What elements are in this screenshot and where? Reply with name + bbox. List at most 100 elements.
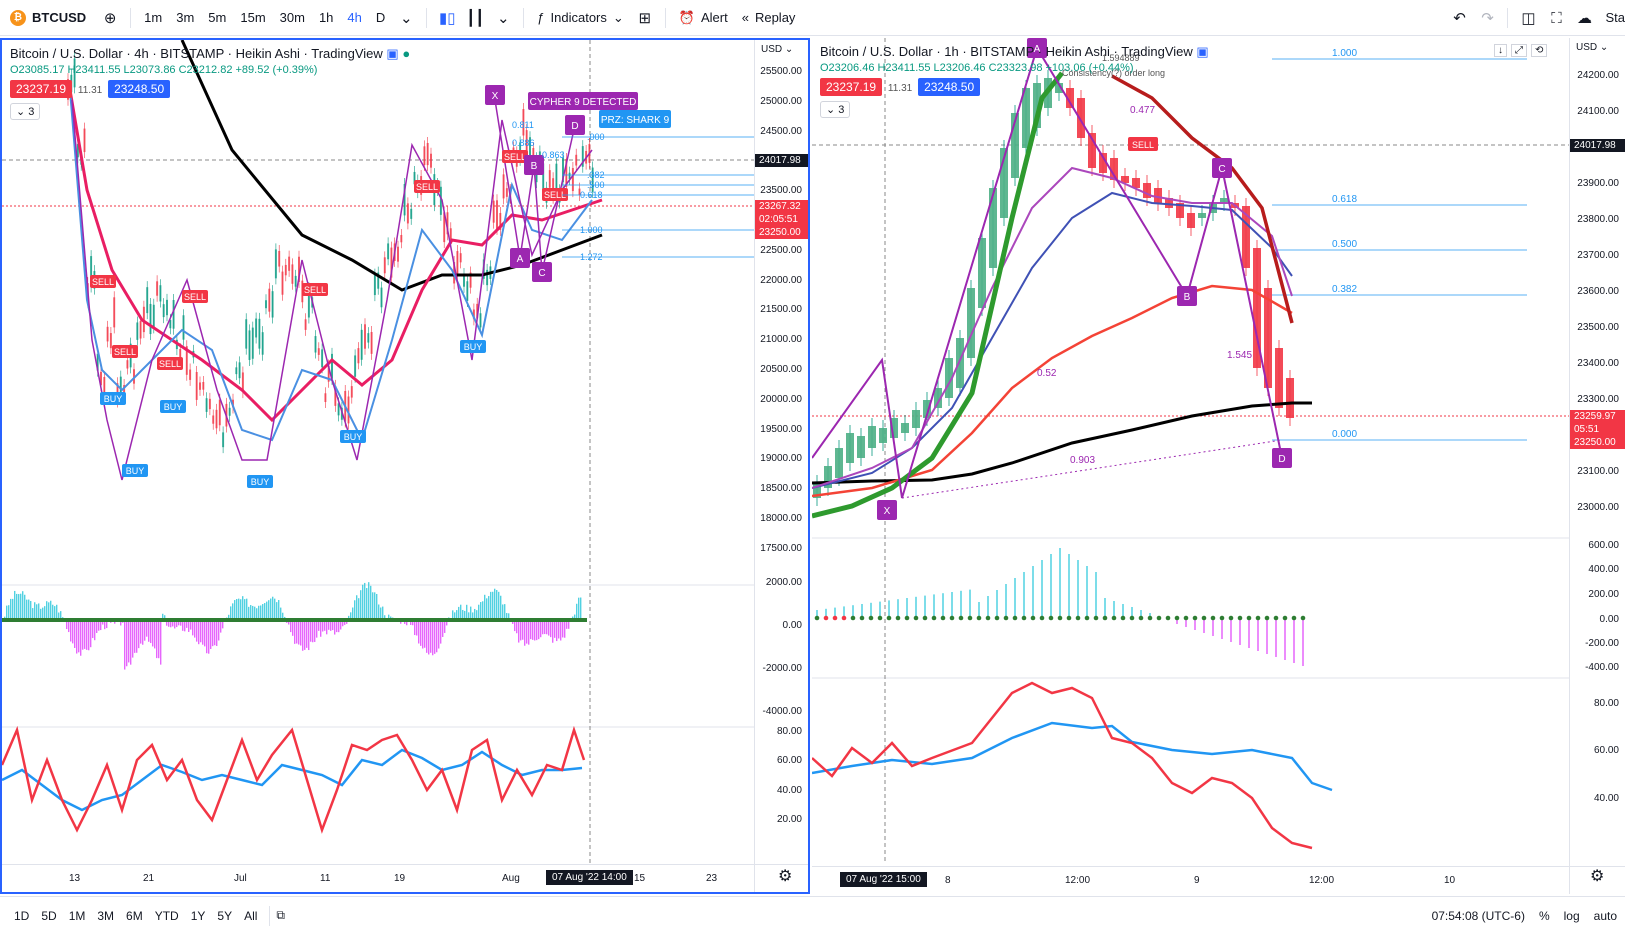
divider <box>523 8 524 28</box>
osc-bar <box>154 620 155 648</box>
range-1y[interactable]: 1Y <box>185 909 212 923</box>
percent-toggle[interactable]: % <box>1539 909 1550 923</box>
fib-label: 1.000 <box>580 225 603 235</box>
osc-bar <box>44 606 45 620</box>
compare-add-icon[interactable]: ⊕ <box>96 4 124 32</box>
interval-15m[interactable]: 15m <box>233 4 272 32</box>
alert-button[interactable]: ⏰ Alert <box>672 4 735 32</box>
interval-5m[interactable]: 5m <box>201 4 233 32</box>
price-tick: 23900.00 <box>1577 178 1619 189</box>
candle-body <box>351 386 353 397</box>
sync-icon[interactable]: ⟲ <box>1531 44 1547 57</box>
interval-4h[interactable]: 4h <box>340 4 368 32</box>
price-axis-left[interactable]: USD ⌄ 25500.0025000.0024500.0024000.0023… <box>754 40 808 892</box>
price-tick: 23300.00 <box>1577 394 1619 405</box>
osc-bar <box>208 620 209 654</box>
interval-3m[interactable]: 3m <box>169 4 201 32</box>
redo-icon[interactable]: ↷ <box>1473 4 1501 32</box>
sell-price-button[interactable]: 23237.19 <box>820 78 882 96</box>
interval-30m[interactable]: 30m <box>273 4 312 32</box>
rsi-tick: 60.00 <box>1594 745 1619 756</box>
interval-dropdown-icon[interactable]: ⌄ <box>392 4 420 32</box>
templates-icon[interactable]: ⊞ <box>631 4 659 32</box>
osc-bar <box>502 604 503 620</box>
buy-price-button[interactable]: 23248.50 <box>918 78 980 96</box>
sell-signal-label: SELL <box>1132 140 1154 150</box>
range-1m[interactable]: 1M <box>63 909 92 923</box>
undo-icon[interactable]: ↶ <box>1445 4 1473 32</box>
buy-signal-label: BUY <box>164 402 183 412</box>
candle-body <box>387 243 389 259</box>
scroll-down-icon[interactable]: ↓ <box>1494 44 1507 57</box>
sell-price-button[interactable]: 23237.19 <box>10 80 72 98</box>
osc-bar <box>420 620 421 646</box>
candle-body <box>480 313 482 327</box>
range-5d[interactable]: 5D <box>35 909 62 923</box>
eye-icon[interactable]: ▣ <box>1196 44 1208 59</box>
fullscreen-icon[interactable]: ⛶ <box>1542 4 1570 32</box>
range-3m[interactable]: 3M <box>91 909 120 923</box>
range-all[interactable]: All <box>238 909 263 923</box>
replay-button[interactable]: « Replay <box>735 4 803 32</box>
clock-time[interactable]: 07:54:08 (UTC-6) <box>1432 909 1525 923</box>
buy-price-button[interactable]: 23248.50 <box>108 80 170 98</box>
candle-body <box>407 203 409 223</box>
osc-dot <box>1049 616 1054 621</box>
range-5y[interactable]: 5Y <box>211 909 238 923</box>
chart-style-dropdown-icon[interactable]: ⌄ <box>489 4 517 32</box>
layout-icon[interactable]: ◫ <box>1514 4 1542 32</box>
currency-label[interactable]: USD ⌄ <box>761 44 793 55</box>
price-tick: 23500.00 <box>760 185 802 196</box>
osc-dot <box>1265 616 1270 621</box>
indicators-collapse-button[interactable]: ⌄ 3 <box>10 103 40 120</box>
settings-gear-icon[interactable]: ⚙ <box>1590 866 1604 886</box>
interval-1m[interactable]: 1m <box>137 4 169 32</box>
osc-dot <box>995 616 1000 621</box>
osc-dot <box>1256 616 1261 621</box>
interval-d[interactable]: D <box>369 4 392 32</box>
bars-style-icon[interactable]: ▮▯ <box>433 4 461 32</box>
maximize-icon[interactable]: ⤢ <box>1511 44 1527 57</box>
osc-bar <box>376 594 377 620</box>
left-chart-canvas[interactable]: SELLSELLSELLSELLSELLSELLSELLSELLBUYBUYBU… <box>2 40 754 866</box>
eye-icon[interactable]: ▣ <box>386 46 398 61</box>
price-axis-right[interactable]: USD ⌄ 24200.0024100.0024000.0023900.0023… <box>1569 38 1625 894</box>
auto-toggle[interactable]: auto <box>1594 909 1617 923</box>
osc-bar <box>310 620 311 642</box>
candle-body <box>136 322 138 339</box>
left-ohlc: O23085.17 H23411.55 L23073.86 C23212.82 … <box>10 64 410 76</box>
interval-1h[interactable]: 1h <box>312 4 340 32</box>
publish-button[interactable]: Sta <box>1598 4 1625 32</box>
osc-bar <box>504 604 505 620</box>
osc-tick: -200.00 <box>1585 638 1619 649</box>
indicators-collapse-button[interactable]: ⌄ 3 <box>820 101 850 118</box>
range-6m[interactable]: 6M <box>120 909 149 923</box>
settings-gear-icon[interactable]: ⚙ <box>778 866 792 886</box>
go-to-date-icon[interactable]: ⧉ <box>276 908 285 923</box>
osc-tick: 0.00 <box>1600 614 1619 625</box>
osc-bar <box>200 620 201 642</box>
candle-body <box>384 257 386 273</box>
candle-body <box>305 319 307 330</box>
range-1d[interactable]: 1D <box>8 909 35 923</box>
candle-body <box>219 400 221 426</box>
range-ytd[interactable]: YTD <box>149 909 185 923</box>
bitcoin-icon: ₿ <box>10 10 26 26</box>
osc-bar <box>192 620 193 635</box>
osc-bar <box>74 620 75 648</box>
snapshot-icon[interactable]: ☁ <box>1570 4 1598 32</box>
candles-style-icon[interactable]: ┃┃ <box>461 4 489 32</box>
symbol-search[interactable]: ₿ BTCUSD <box>6 10 96 26</box>
osc-bar <box>126 620 127 666</box>
log-toggle[interactable]: log <box>1564 909 1580 923</box>
indicators-button[interactable]: ƒ Indicators ⌄ <box>530 4 631 32</box>
osc-bar <box>136 620 137 653</box>
candle-body <box>503 174 505 198</box>
currency-label[interactable]: USD ⌄ <box>1576 42 1608 53</box>
buy-signal-label: BUY <box>344 432 363 442</box>
